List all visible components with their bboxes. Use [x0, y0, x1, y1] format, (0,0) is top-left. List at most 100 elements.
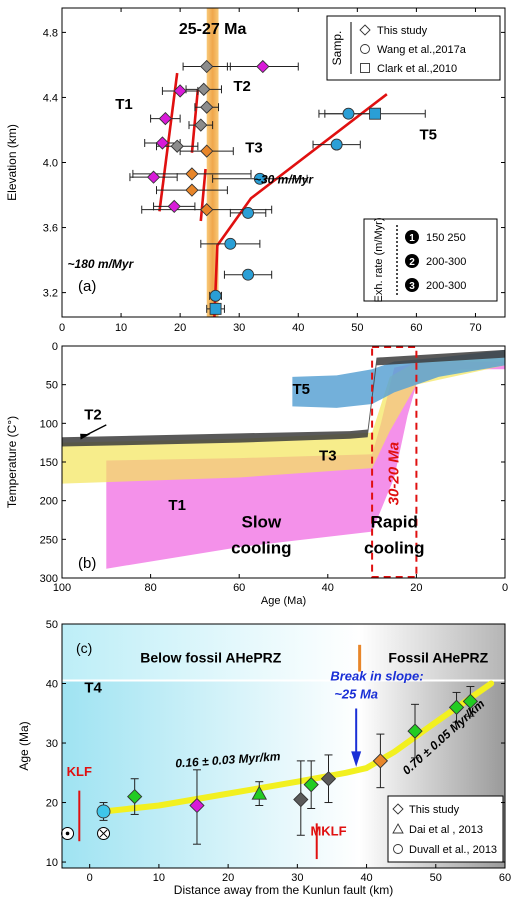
terrace-label: T2: [84, 406, 102, 423]
x-tick-label: 20: [410, 582, 422, 594]
x-tick-label: 10: [153, 872, 165, 884]
y-tick-label: 200: [40, 496, 58, 508]
y-axis-label: Age (Ma): [17, 721, 31, 770]
panel-label: (c): [76, 640, 92, 656]
terrace-label: T2: [233, 78, 251, 95]
data-point-t1: [173, 84, 187, 98]
data-point-t1: [158, 111, 173, 126]
data-point-t1: [256, 59, 270, 74]
data-point: [407, 723, 423, 739]
data-point-t3: [200, 144, 214, 158]
panel-label: (a): [78, 278, 96, 295]
legend-marker: [392, 823, 404, 834]
data-point: [462, 693, 479, 710]
x-tick-label: 80: [144, 582, 156, 594]
exh-number-badge: [405, 230, 419, 244]
data-point-t2: [194, 118, 208, 132]
y-tick-label: 100: [40, 418, 58, 430]
y-tick-label: 50: [46, 619, 58, 631]
y-tick-label: 4.8: [43, 27, 58, 39]
y-tick-label: 20: [46, 798, 58, 810]
data-point-t5: [342, 107, 355, 120]
cooling-label: Rapid: [371, 513, 418, 532]
exh-number: 3: [409, 281, 415, 292]
x-tick-label: 40: [360, 872, 372, 884]
legend-marker: [359, 24, 371, 36]
zone-top-right: [359, 624, 505, 681]
age-band: [206, 8, 219, 317]
legend-entry: Wang et al.,2017a: [377, 44, 467, 56]
break-label: Break in slope:: [330, 669, 423, 684]
exh-number-badge: [405, 254, 419, 268]
data-point-t5: [369, 107, 382, 120]
y-tick-label: 150: [40, 457, 58, 469]
zone-label-fossil: Fossil AHePRZ: [388, 650, 488, 666]
data-point-t5: [209, 302, 222, 315]
panel-c: Below fossil AHePRZ Fossil AHePRZ T4 KLF MKL…: [17, 619, 511, 897]
exh-rate-entry: 200-300: [426, 256, 466, 268]
legend-marker: [392, 803, 404, 815]
y-tick-label: 4.0: [43, 158, 58, 170]
cooling-label: cooling: [364, 538, 424, 557]
legend-marker: [360, 44, 370, 54]
x-tick-label: 10: [115, 322, 127, 334]
x-tick-label: 0: [502, 582, 508, 594]
data-point-t5: [242, 206, 255, 219]
y-tick-label: 4.4: [43, 92, 58, 104]
data-point-t5: [330, 138, 343, 151]
data-point: [293, 791, 309, 808]
y-tick-label: 300: [40, 573, 58, 585]
data-point-t2: [200, 100, 214, 114]
data-point-t5: [242, 268, 255, 281]
x-tick-label: 40: [322, 582, 334, 594]
terrace-label: T4: [84, 679, 102, 696]
terrace-label: T5: [419, 127, 437, 144]
cooling-label: Slow: [242, 513, 282, 532]
trend-line: [100, 680, 495, 815]
data-point: [372, 753, 389, 769]
data-point-t1: [167, 199, 181, 214]
zone-top-left: [62, 624, 360, 681]
terrace-label: T1: [168, 497, 186, 514]
data-point-t5: [209, 289, 222, 302]
break-arrow-head: [351, 751, 362, 767]
data-point-t5: [253, 172, 266, 185]
panel-label: (b): [78, 555, 96, 572]
terrace-label: T1: [115, 96, 133, 113]
exh-number: 1: [409, 233, 415, 244]
fit-line-t5: [213, 93, 388, 318]
legend-box: [387, 795, 504, 863]
data-point-t1: [155, 136, 170, 150]
x-tick-label: 0: [87, 872, 93, 884]
fault-label: KLF: [67, 764, 92, 779]
rapid-cooling-window: [371, 346, 418, 578]
x-tick-label: 60: [233, 582, 245, 594]
x-tick-label: 100: [53, 582, 71, 594]
data-point: [96, 804, 111, 819]
plot-frame: [61, 623, 506, 869]
data-point: [320, 771, 337, 787]
terrace-label: T5: [292, 381, 310, 398]
data-point-t2: [170, 139, 184, 153]
x-tick-label: 70: [469, 322, 481, 334]
y-tick-label: 250: [40, 534, 58, 546]
legend-marker: [360, 63, 370, 73]
data-point-t5: [224, 237, 237, 250]
terrace-label: T3: [319, 447, 337, 464]
y-axis-label: Temperature (C°): [5, 416, 19, 508]
fault-label: MKLF: [310, 823, 346, 838]
x-tick-label: 50: [430, 872, 442, 884]
legend-title: Samp.: [330, 31, 344, 66]
tt-envelope-t2: [62, 349, 505, 447]
exh-number-badge: [405, 278, 419, 292]
band-label: 25-27 Ma: [179, 21, 247, 38]
fit-line-t3: [199, 168, 207, 222]
rate-label: ~180 m/Myr: [68, 257, 135, 271]
fit-line-t1: [158, 72, 179, 212]
out-of-page-dot: [65, 831, 70, 836]
x-tick-label: 20: [174, 322, 186, 334]
data-point-t3: [185, 183, 199, 197]
fit-line-t2: [190, 89, 200, 153]
rate-label: ~30 m/Myr: [254, 173, 314, 187]
